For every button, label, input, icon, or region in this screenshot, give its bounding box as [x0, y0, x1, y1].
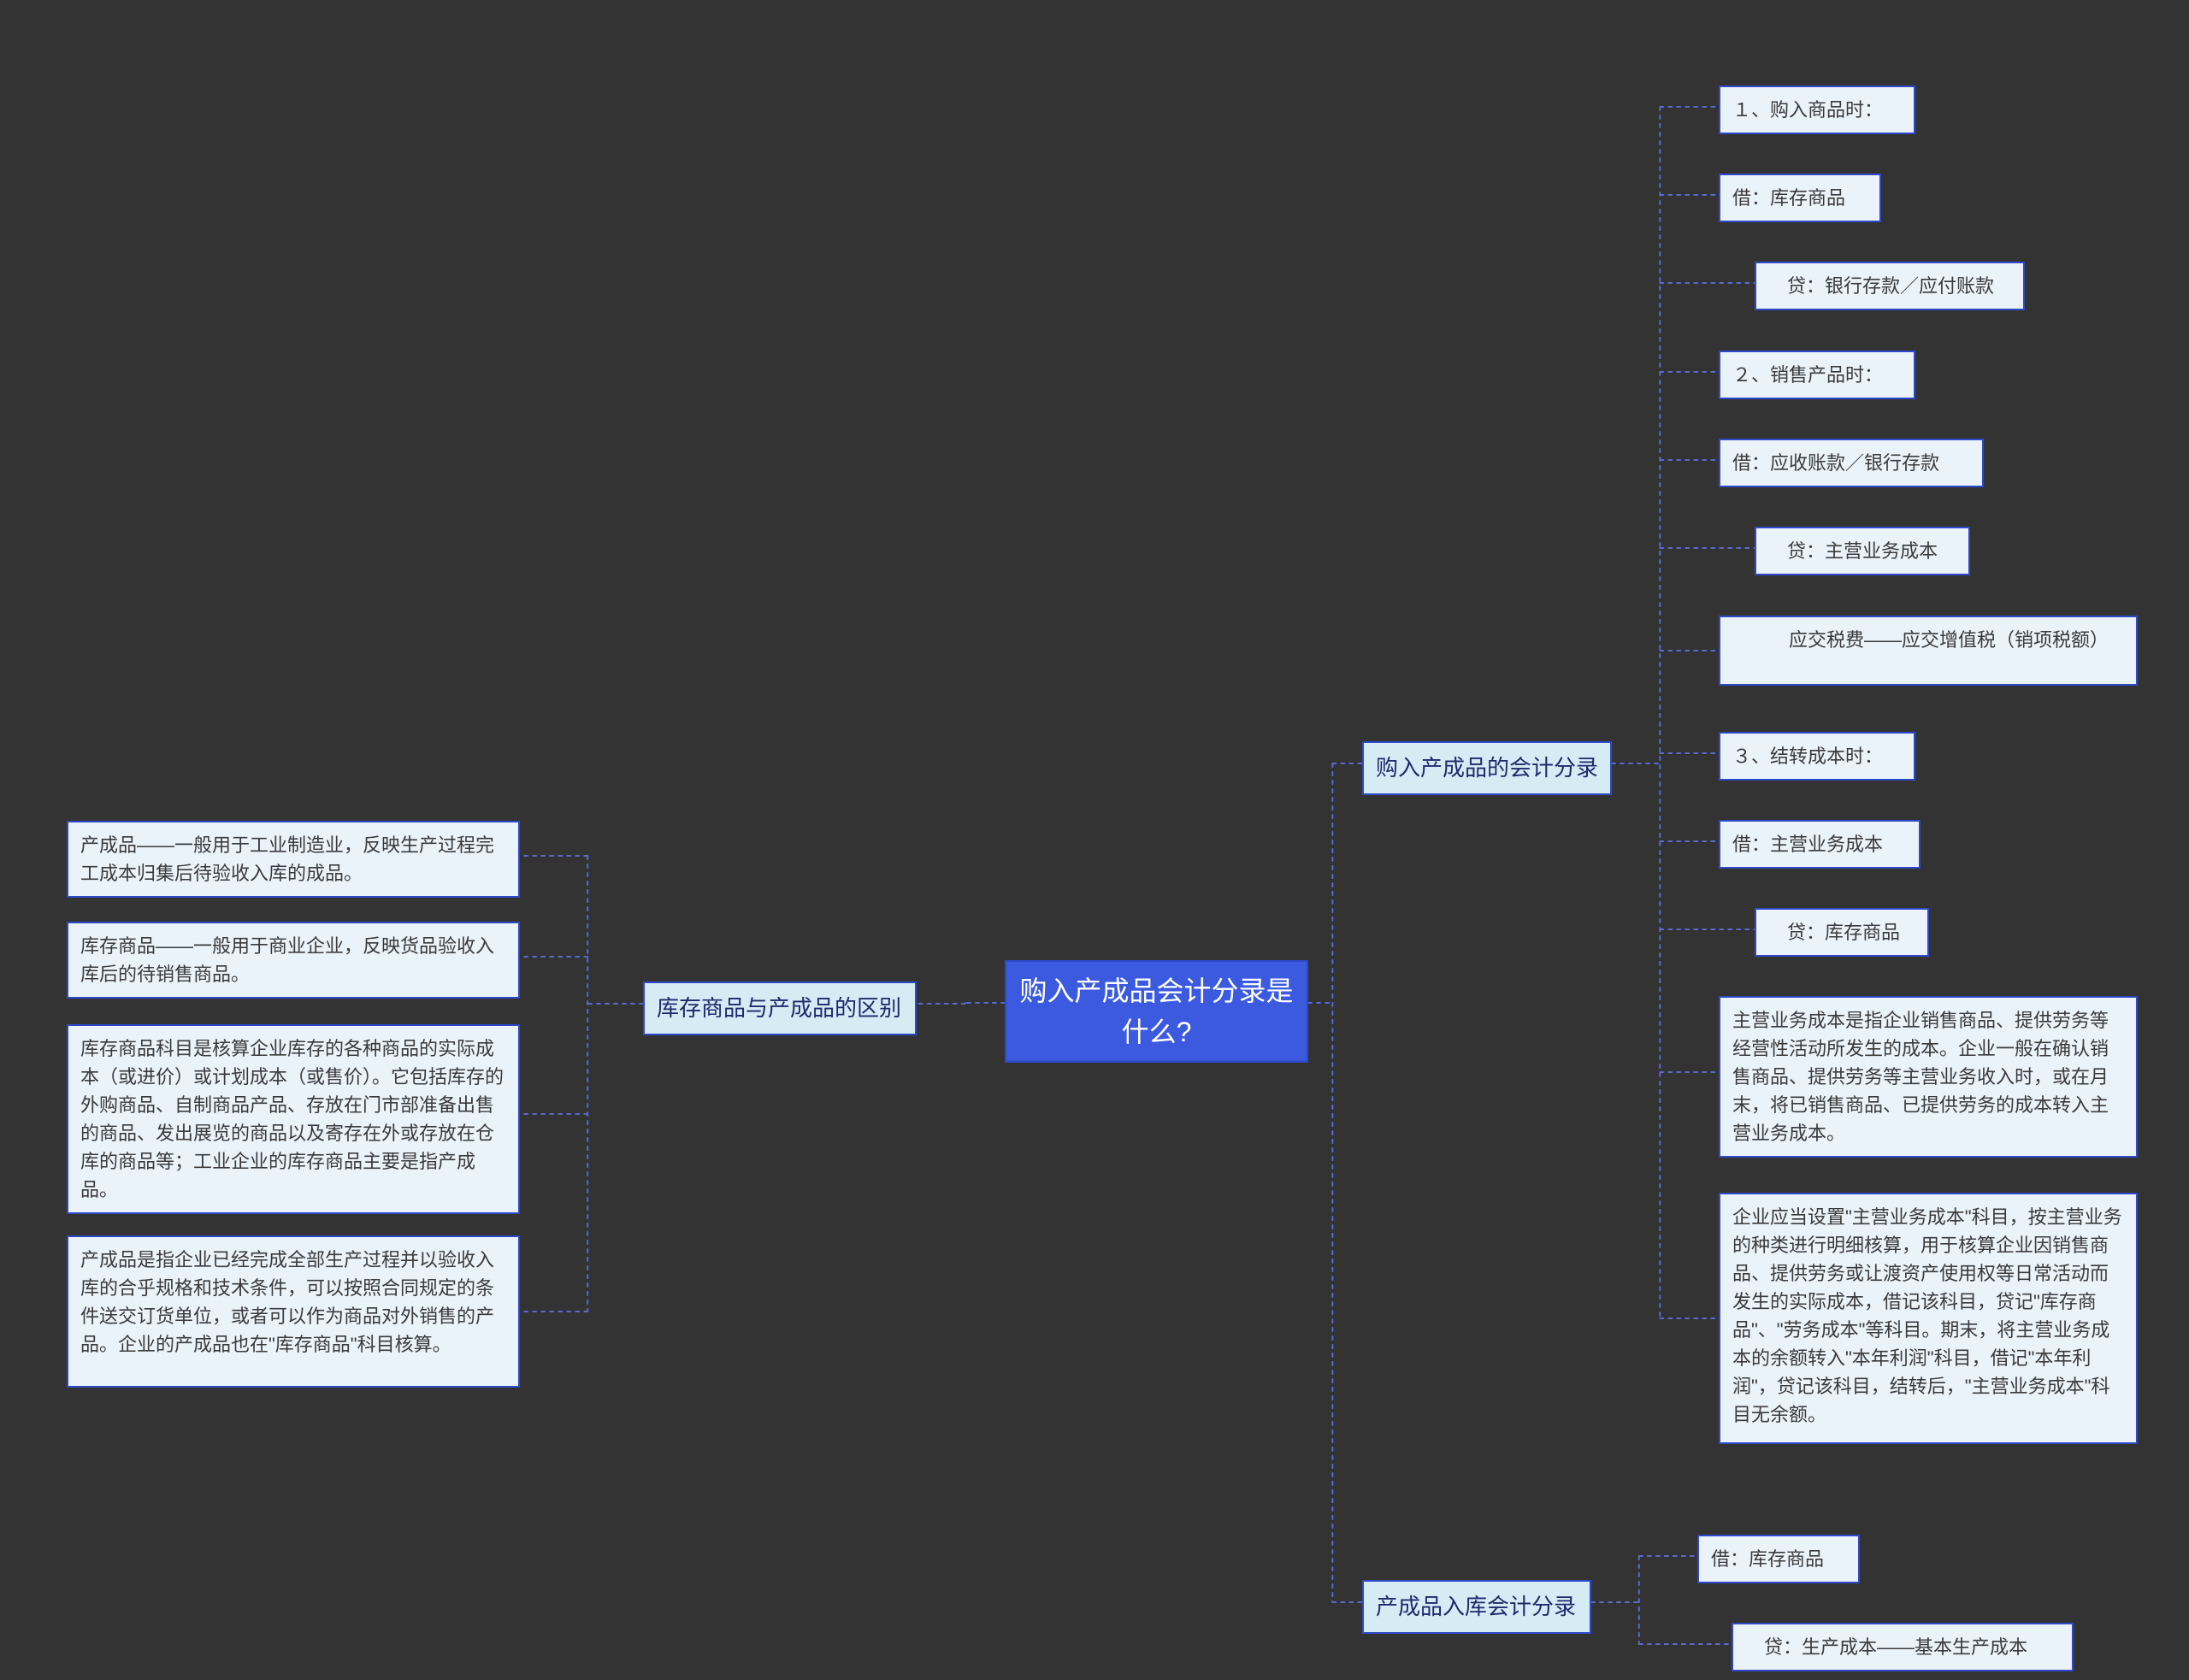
leaf-node[interactable]: 产成品——一般用于工业制造业，反映生产过程完工成本归集后待验收入库的成品。 — [67, 821, 520, 898]
leaf-label: 借：库存商品 — [1732, 187, 1845, 209]
leaf-label: 贷：生产成本——基本生产成本 — [1745, 1636, 2027, 1658]
branch-label: 购入产成品的会计分录 — [1376, 752, 1598, 785]
leaf-node[interactable]: 库存商品——一般用于商业企业，反映货品验收入库后的待销售商品。 — [67, 922, 520, 999]
leaf-label: 库存商品——一般用于商业企业，反映货品验收入库后的待销售商品。 — [80, 935, 494, 985]
leaf-node[interactable]: 贷：生产成本——基本生产成本 — [1732, 1623, 2074, 1671]
root-label: 购入产成品会计分录是什么? — [1018, 970, 1295, 1052]
branch-label: 产成品入库会计分录 — [1376, 1590, 1576, 1624]
leaf-node[interactable]: ３、结转成本时： — [1719, 732, 1915, 781]
leaf-node[interactable]: 贷：主营业务成本 — [1755, 527, 1970, 575]
leaf-label: 产成品是指企业已经完成全部生产过程并以验收入库的合乎规格和技术条件，可以按照合同… — [80, 1249, 494, 1355]
leaf-label: 借：主营业务成本 — [1732, 834, 1883, 855]
leaf-node[interactable]: ２、销售产品时： — [1719, 351, 1915, 399]
leaf-node[interactable]: 借：应收账款／银行存款 — [1719, 439, 1984, 487]
leaf-label: 贷：主营业务成本 — [1768, 540, 1938, 562]
leaf-node[interactable]: 库存商品科目是核算企业库存的各种商品的实际成本（或进价）或计划成本（或售价）。它… — [67, 1024, 520, 1214]
branch-node-r2[interactable]: 产成品入库会计分录 — [1362, 1580, 1591, 1634]
leaf-label: 企业应当设置"主营业务成本"科目，按主营业务的种类进行明细核算，用于核算企业因销… — [1732, 1206, 2122, 1425]
leaf-node[interactable]: 借：库存商品 — [1719, 174, 1881, 222]
leaf-label: 借：应收账款／银行存款 — [1732, 452, 1939, 474]
leaf-node[interactable]: 借：主营业务成本 — [1719, 820, 1921, 869]
leaf-node[interactable]: １、购入商品时： — [1719, 85, 1915, 134]
leaf-node[interactable]: 应交税费——应交增值税（销项税额） — [1719, 616, 2138, 686]
leaf-node[interactable]: 贷：库存商品 — [1755, 908, 1929, 957]
leaf-label: 贷：库存商品 — [1768, 922, 1900, 943]
leaf-label: 库存商品科目是核算企业库存的各种商品的实际成本（或进价）或计划成本（或售价）。它… — [80, 1038, 504, 1200]
leaf-label: 主营业务成本是指企业销售商品、提供劳务等经营性活动所发生的成本。企业一般在确认销… — [1732, 1010, 2109, 1144]
leaf-label: 产成品——一般用于工业制造业，反映生产过程完工成本归集后待验收入库的成品。 — [80, 834, 494, 884]
branch-label: 库存商品与产成品的区别 — [657, 992, 901, 1025]
leaf-node[interactable]: 产成品是指企业已经完成全部生产过程并以验收入库的合乎规格和技术条件，可以按照合同… — [67, 1235, 520, 1388]
leaf-node[interactable]: 贷：银行存款／应付账款 — [1755, 262, 2025, 310]
leaf-node[interactable]: 借：库存商品 — [1697, 1535, 1860, 1583]
branch-node-r1[interactable]: 购入产成品的会计分录 — [1362, 741, 1612, 795]
leaf-node[interactable]: 企业应当设置"主营业务成本"科目，按主营业务的种类进行明细核算，用于核算企业因销… — [1719, 1193, 2138, 1444]
root-node[interactable]: 购入产成品会计分录是什么? — [1005, 960, 1308, 1063]
leaf-label: 借：库存商品 — [1711, 1548, 1824, 1570]
leaf-node[interactable]: 主营业务成本是指企业销售商品、提供劳务等经营性活动所发生的成本。企业一般在确认销… — [1719, 996, 2138, 1158]
branch-node-left[interactable]: 库存商品与产成品的区别 — [643, 981, 917, 1035]
leaf-label: 贷：银行存款／应付账款 — [1768, 275, 1994, 297]
leaf-label: １、购入商品时： — [1732, 99, 1883, 121]
leaf-label: ２、销售产品时： — [1732, 364, 1883, 386]
leaf-label: ３、结转成本时： — [1732, 746, 1883, 767]
leaf-label: 应交税费——应交增值税（销项税额） — [1732, 629, 2109, 651]
